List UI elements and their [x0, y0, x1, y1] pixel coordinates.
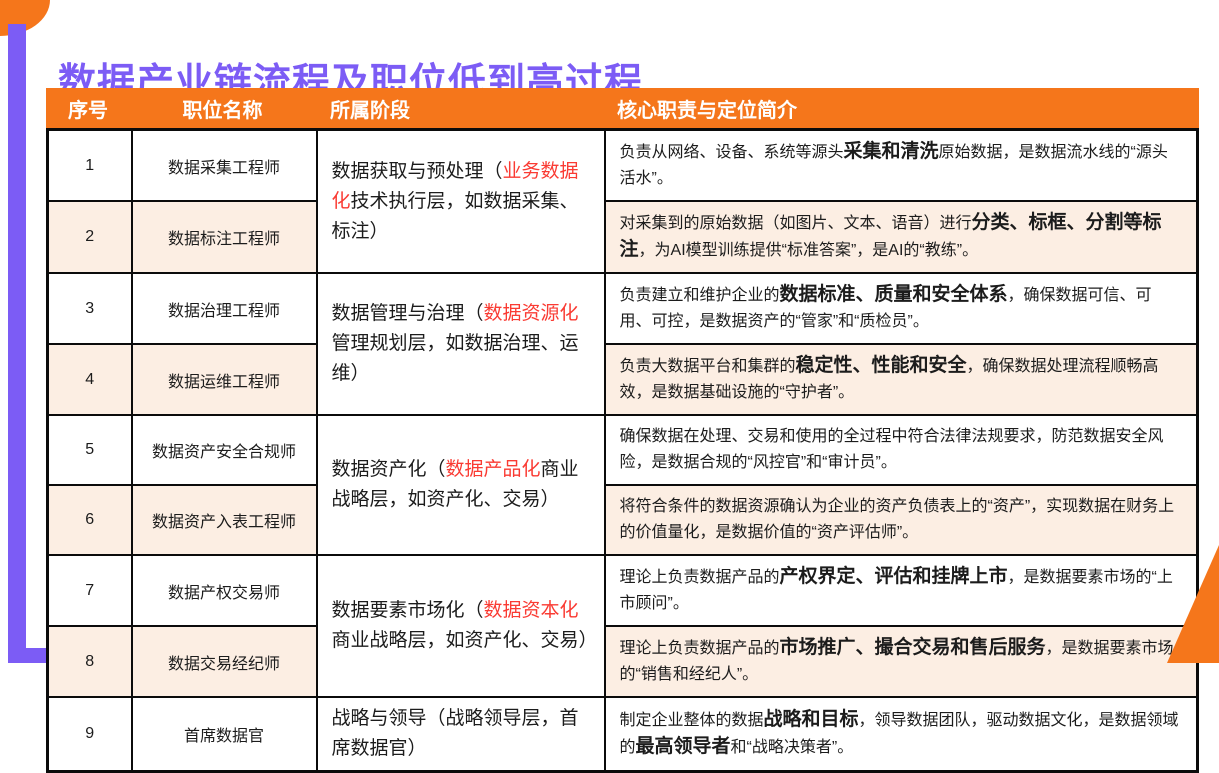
body-text: 负责从网络、设备、系统等源头	[619, 144, 844, 161]
cell-position-title: 数据治理工程师	[130, 272, 318, 345]
table-header-row: 序号 职位名称 所属阶段 核心职责与定位简介	[46, 88, 1199, 128]
cell-description: 确保数据在处理、交易和使用的全过程中符合法律法规要求，防范数据安全风险，是数据合…	[603, 414, 1199, 486]
description-bold-text: 战略和目标	[763, 709, 859, 730]
body-text: 确保数据在处理、交易和使用的全过程中符合法律法规要求，防范数据安全风险，是数据合…	[619, 428, 1164, 471]
cell-description: 对采集到的原始数据（如图片、文本、语音）进行分类、标框、分割等标注，为AI模型训…	[603, 200, 1199, 274]
cell-index: 4	[46, 343, 133, 416]
cell-index: 5	[46, 414, 133, 486]
body-text: 理论上负责数据产品的	[619, 569, 780, 586]
stage-highlight-text: 数据资源化	[483, 303, 579, 324]
cell-description: 将符合条件的数据资源确认为企业的资产负债表上的“资产”，实现数据在财务上的价值量…	[603, 484, 1199, 556]
description-bold-text: 分类、标框、分割等标注	[619, 212, 1162, 260]
column-header-stage: 所属阶段	[330, 99, 410, 122]
cell-position-title: 数据产权交易师	[130, 554, 318, 627]
description-bold-text: 产权界定、评估和挂牌上市	[779, 566, 1008, 587]
body-text: 商业战略层，如资产化、交易）	[331, 459, 579, 510]
cell-description: 负责建立和维护企业的数据标准、质量和安全体系，确保数据可信、可用、可控，是数据资…	[603, 272, 1199, 345]
cell-stage: 数据资产化（数据产品化商业战略层，如资产化、交易）	[315, 414, 606, 556]
cell-stage: 战略与领导（战略领导层，首席数据官）	[315, 696, 606, 773]
body-text: 对采集到的原始数据（如图片、文本、语音）进行	[619, 215, 972, 232]
description-bold-text: 市场推广、撮合交易和售后服务	[779, 637, 1046, 658]
cell-position-title: 数据运维工程师	[130, 343, 318, 416]
column-header-position: 职位名称	[182, 99, 263, 122]
cell-position-title: 数据标注工程师	[130, 200, 318, 274]
table-row: 6 数据资产入表工程师 将符合条件的数据资源确认为企业的资产负债表上的“资产”，实现…	[46, 484, 1199, 556]
cell-index: 3	[46, 272, 133, 345]
table-row: 9 首席数据官 战略与领导（战略领导层，首席数据官） 制定企业整体的数据战略和目标，领…	[46, 696, 1199, 773]
cell-position-title: 数据交易经纪师	[130, 625, 318, 698]
cell-position-title: 数据资产安全合规师	[130, 414, 318, 486]
cell-description: 理论上负责数据产品的产权界定、评估和挂牌上市，是数据要素市场的“上市顾问”。	[603, 554, 1199, 627]
table-row: 8 数据交易经纪师 理论上负责数据产品的市场推广、撮合交易和售后服务，是数据要素市场…	[46, 625, 1199, 698]
body-text: 数据资产化（	[331, 459, 446, 480]
description-bold-text: 采集和清洗	[843, 141, 939, 162]
table-row: 5 数据资产安全合规师 数据资产化（数据产品化商业战略层，如资产化、交易） 确保数据在…	[46, 414, 1199, 556]
cell-description: 制定企业整体的数据战略和目标，领导数据团队，驱动数据文化，是数据领域的最高领导者…	[603, 696, 1199, 773]
body-text: 将符合条件的数据资源确认为企业的资产负债表上的“资产”，实现数据在财务上的价值量…	[619, 498, 1175, 541]
cell-description: 理论上负责数据产品的市场推广、撮合交易和售后服务，是数据要素市场的“销售和经纪人…	[603, 625, 1199, 698]
body-text: 原始数据，是数据流水线的“源头活水”。	[619, 144, 1168, 187]
body-text: 制定企业整体的数据	[619, 712, 764, 729]
stage-highlight-text: 数据产品化	[445, 459, 541, 480]
table-row: 2 数据标注工程师 对采集到的原始数据（如图片、文本、语音）进行分类、标框、分割等标…	[46, 200, 1199, 274]
body-text: ，是数据要素市场的“上市顾问”。	[619, 569, 1173, 612]
body-text: 数据管理与治理（	[331, 303, 484, 324]
cell-position-title: 数据资产入表工程师	[130, 484, 318, 556]
description-bold-text: 最高领导者	[635, 736, 731, 757]
body-text: 技术执行层，如数据采集、标注）	[331, 190, 579, 242]
body-text: 商业战略层，如资产化、交易）	[331, 630, 598, 651]
body-text: 管理规划层，如数据治理、运维）	[331, 333, 579, 384]
table-row: 4 数据运维工程师 负责大数据平台和集群的稳定性、性能和安全，确保数据处理流程顺畅高…	[46, 343, 1199, 416]
body-text: 战略与领导（战略领导层，首席数据官）	[331, 708, 579, 759]
cell-index: 7	[46, 554, 133, 627]
cell-position-title: 数据采集工程师	[130, 128, 318, 202]
cell-position-title: 首席数据官	[130, 696, 318, 773]
cell-stage: 数据管理与治理（数据资源化管理规划层，如数据治理、运维）	[315, 272, 606, 416]
body-text: 理论上负责数据产品的	[619, 640, 780, 657]
description-bold-text: 稳定性、性能和安全	[795, 355, 967, 376]
cell-stage: 数据获取与预处理（业务数据化技术执行层，如数据采集、标注）	[315, 128, 606, 274]
body-text: ，确保数据处理流程顺畅高效，是数据基础设施的“守护者”。	[619, 358, 1159, 401]
table-row: 3 数据治理工程师 数据管理与治理（数据资源化管理规划层，如数据治理、运维） 负责建立…	[46, 272, 1199, 416]
cell-description: 负责从网络、设备、系统等源头采集和清洗原始数据，是数据流水线的“源头活水”。	[603, 128, 1199, 202]
body-text: 负责建立和维护企业的	[619, 287, 780, 304]
cell-description: 负责大数据平台和集群的稳定性、性能和安全，确保数据处理流程顺畅高效，是数据基础设…	[603, 343, 1199, 416]
body-text: 负责大数据平台和集群的	[619, 358, 796, 375]
column-header-index: 序号	[68, 99, 108, 122]
body-text: ，确保数据可信、可用、可控，是数据资产的“管家”和“质检员”。	[619, 287, 1152, 330]
body-text: 数据要素市场化（	[331, 600, 484, 621]
stage-highlight-text: 数据资本化	[483, 600, 579, 621]
description-bold-text: 数据标准、质量和安全体系	[779, 284, 1008, 305]
cell-index: 6	[46, 484, 133, 556]
positions-table: 1 数据采集工程师 数据获取与预处理（业务数据化技术执行层，如数据采集、标注） 负责从…	[46, 128, 1199, 773]
table-row: 1 数据采集工程师 数据获取与预处理（业务数据化技术执行层，如数据采集、标注） 负责从…	[46, 128, 1199, 274]
left-accent-bar	[8, 24, 26, 663]
body-text: ，为AI模型训练提供“标准答案”，是AI的“教练”。	[638, 242, 979, 259]
cell-index: 9	[46, 696, 133, 773]
column-header-description: 核心职责与定位简介	[617, 99, 797, 122]
body-text: 和“战略决策者”。	[730, 739, 854, 756]
cell-index: 2	[46, 200, 133, 274]
table-row: 7 数据产权交易师 数据要素市场化（数据资本化商业战略层，如资产化、交易） 理论上负责…	[46, 554, 1199, 698]
cell-index: 1	[46, 128, 133, 202]
cell-index: 8	[46, 625, 133, 698]
body-text: 数据获取与预处理（	[331, 160, 503, 182]
cell-stage: 数据要素市场化（数据资本化商业战略层，如资产化、交易）	[315, 554, 606, 698]
stage-highlight-text: 业务数据化	[331, 160, 579, 212]
